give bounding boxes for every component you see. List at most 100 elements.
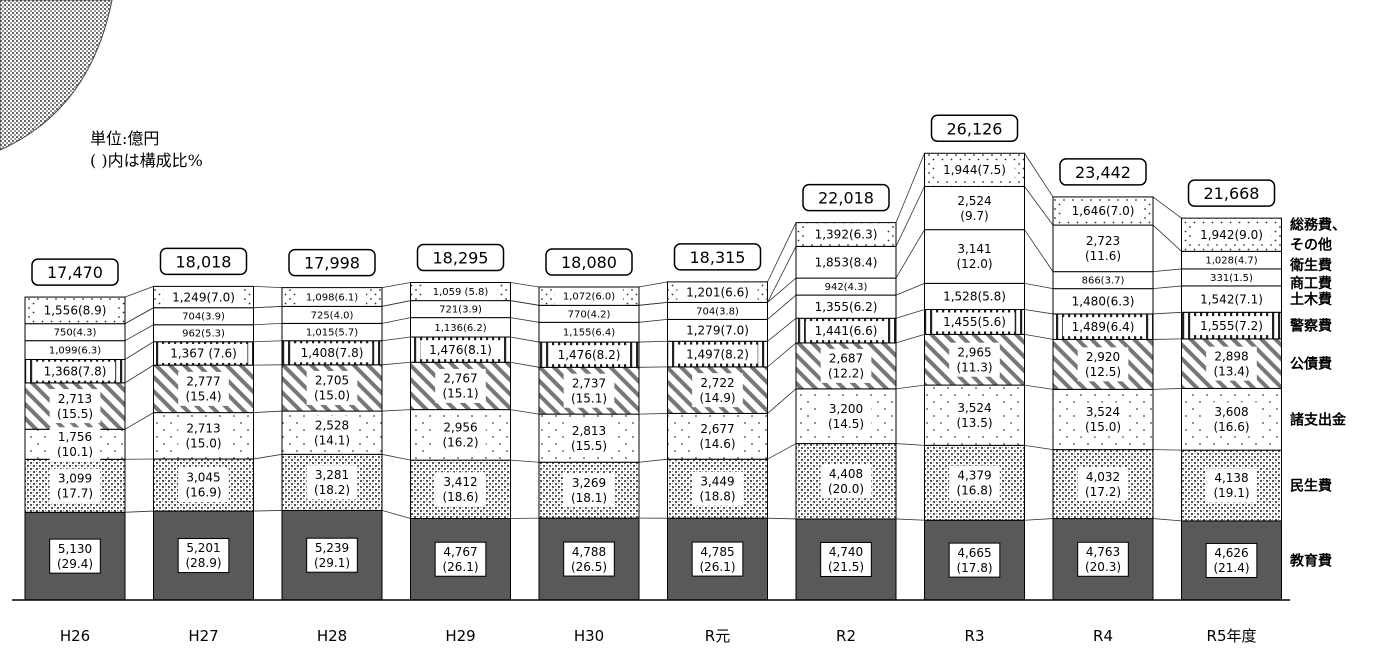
bar-label-bg bbox=[306, 370, 358, 405]
total-label: 18,295 bbox=[433, 249, 489, 268]
connector-line bbox=[638, 413, 668, 415]
bar-value-label: 1,028(4.7) bbox=[1205, 256, 1257, 267]
connector-line bbox=[510, 459, 540, 463]
bar-label-bg bbox=[805, 321, 887, 341]
ratio-note: ( )内は構成比% bbox=[90, 151, 203, 170]
total-box bbox=[802, 183, 890, 212]
connector-line bbox=[253, 285, 283, 289]
bar-value-label: 3,412 (18.6) bbox=[442, 475, 478, 504]
bar-value-label: 2,777 (15.4) bbox=[185, 375, 221, 404]
bar-segment bbox=[924, 229, 1025, 284]
bar-label-bg bbox=[159, 343, 248, 363]
bar-label-bg bbox=[435, 368, 486, 403]
connector-line bbox=[1024, 384, 1054, 390]
connector-line bbox=[253, 510, 283, 512]
connector-line bbox=[767, 342, 797, 368]
bar-label-bg bbox=[548, 345, 630, 365]
bar-value-label: 942(4.3) bbox=[825, 282, 868, 293]
bar-segment bbox=[1052, 224, 1154, 273]
connector-line bbox=[253, 322, 283, 326]
bar-value-label: 2,737 (15.1) bbox=[571, 376, 607, 405]
bar-value-label: 2,713 (15.5) bbox=[57, 392, 93, 421]
bar-label-bg bbox=[1206, 402, 1257, 437]
connector-line bbox=[253, 340, 283, 343]
bar-value-label: 5,239 (29.1) bbox=[314, 541, 350, 570]
connector-lines bbox=[124, 153, 1182, 522]
bar-label-bg bbox=[949, 465, 1000, 500]
legend-label: 警察費 bbox=[1290, 318, 1332, 335]
total-label: 26,126 bbox=[947, 119, 1003, 138]
total-label: 18,315 bbox=[690, 248, 746, 267]
bar-label-bg bbox=[435, 417, 486, 452]
connector-line bbox=[124, 364, 154, 384]
connector-line bbox=[767, 277, 797, 303]
bar-value-label: 1,528(5.8) bbox=[943, 290, 1006, 304]
bar-value-label: 4,032 (17.2) bbox=[1085, 470, 1121, 499]
bar-value-label: 3,200 (14.5) bbox=[828, 402, 864, 431]
bar-value-label: 4,665 (17.8) bbox=[956, 546, 992, 575]
connector-line bbox=[510, 317, 540, 323]
connector-line bbox=[124, 324, 154, 342]
bar-value-label: 3,449 (18.8) bbox=[699, 474, 735, 503]
bar-value-label: 3,045 (16.9) bbox=[185, 471, 221, 500]
category-label: R2 bbox=[836, 627, 856, 645]
connector-line bbox=[767, 222, 797, 283]
bar-label-bg bbox=[434, 541, 487, 577]
bar-segment bbox=[795, 245, 897, 279]
connector-line bbox=[1024, 282, 1054, 290]
total-box bbox=[545, 248, 633, 276]
connector-line bbox=[1152, 196, 1182, 219]
bar-value-label: 4,785 (26.1) bbox=[699, 545, 735, 574]
bar-value-label: 770(4.2) bbox=[568, 309, 611, 320]
connector-line bbox=[1152, 224, 1182, 252]
category-labels: H26 H27 H28 H29 H30 R元 R2 R3 R4 R5年度 bbox=[60, 627, 1257, 645]
bar-label-bg bbox=[1191, 225, 1272, 245]
connector-line bbox=[1152, 268, 1182, 273]
bar-value-label: 1,136(6.2) bbox=[434, 323, 486, 334]
bar-segment bbox=[1052, 288, 1154, 315]
bar-value-label: 1,441(6.6) bbox=[815, 324, 878, 338]
bar-label-bg bbox=[49, 427, 101, 462]
connector-line bbox=[1152, 338, 1182, 340]
connector-line bbox=[895, 518, 925, 521]
bar-value-label: 4,379 (16.8) bbox=[956, 468, 992, 497]
total-label: 23,442 bbox=[1075, 163, 1131, 182]
total-labels: 17,470 18,018 17,998 18,295 18,080 18,315 22,0… bbox=[31, 114, 1276, 286]
bar-label-bg bbox=[1077, 467, 1129, 502]
bar-label-bg bbox=[291, 343, 373, 363]
bar-value-label: 1,756 (10.1) bbox=[57, 430, 93, 459]
connector-line bbox=[1152, 518, 1182, 522]
connector-line bbox=[895, 186, 925, 247]
connector-line bbox=[124, 307, 154, 325]
connector-line bbox=[124, 341, 154, 360]
category-label: H26 bbox=[60, 627, 90, 645]
total-box bbox=[416, 243, 505, 272]
connector-line bbox=[510, 300, 540, 306]
bar-value-label: 3,608 (16.6) bbox=[1213, 405, 1249, 434]
bar-label-bg bbox=[1062, 317, 1144, 337]
connector-line bbox=[895, 283, 925, 296]
bar-label-bg bbox=[1077, 347, 1129, 382]
bar-value-label: 4,408 (20.0) bbox=[828, 467, 864, 496]
connector-line bbox=[510, 361, 540, 368]
bar-label-bg bbox=[949, 398, 1000, 433]
legend-label: 衛生費 bbox=[1289, 257, 1332, 274]
connector-line bbox=[767, 388, 797, 414]
bar-label-bg bbox=[1077, 541, 1129, 577]
bar-labels: 5,130 (29.4) 3,099 (17.7) 1,756 (10.1) 2,713 (1… bbox=[34, 160, 1272, 578]
connector-line bbox=[1152, 311, 1182, 315]
bar-label-bg bbox=[163, 287, 244, 307]
connector-line bbox=[638, 340, 668, 343]
bar-value-label: 1,476(8.1) bbox=[429, 343, 492, 357]
total-label: 18,080 bbox=[561, 253, 617, 272]
bar-label-bg bbox=[563, 473, 615, 508]
total-box bbox=[1187, 179, 1276, 207]
category-label: R元 bbox=[705, 627, 730, 645]
connector-line bbox=[895, 309, 925, 319]
bar-value-label: 2,956 (16.2) bbox=[442, 421, 478, 450]
connector-line bbox=[895, 334, 925, 344]
bar-value-label: 1,279(7.0) bbox=[686, 324, 749, 338]
bar-value-label: 1,497(8.2) bbox=[686, 347, 749, 361]
bar-value-label: 1,489(6.4) bbox=[1072, 320, 1135, 334]
